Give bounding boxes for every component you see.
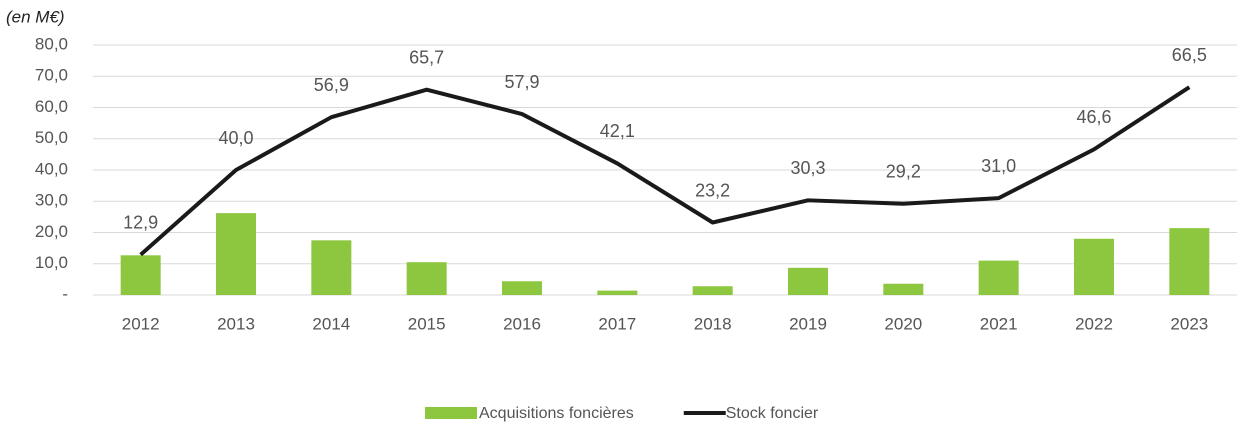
data-label: 30,3 <box>790 158 825 178</box>
legend-swatch <box>425 407 477 419</box>
x-tick-label: 2013 <box>217 314 255 333</box>
bar <box>120 255 161 295</box>
legend-label: Acquisitions foncières <box>479 405 634 422</box>
bar <box>502 281 542 295</box>
data-label: 12,9 <box>123 212 158 232</box>
x-tick-label: 2020 <box>884 314 922 333</box>
data-label: 42,1 <box>600 121 635 141</box>
bar <box>978 260 1019 295</box>
data-label: 56,9 <box>314 75 349 95</box>
y-tick-label: 40,0 <box>35 159 68 178</box>
x-tick-label: 2022 <box>1075 314 1113 333</box>
y-tick-label: 80,0 <box>35 34 68 53</box>
data-label: 40,0 <box>218 128 253 148</box>
data-label: 57,9 <box>504 72 539 92</box>
y-tick-label: 50,0 <box>35 128 68 147</box>
x-tick-label: 2018 <box>694 314 732 333</box>
unit-label: (en M€) <box>6 7 65 26</box>
data-label: 29,2 <box>886 162 921 182</box>
bar <box>597 290 638 295</box>
x-tick-label: 2015 <box>408 314 446 333</box>
line <box>139 85 1191 257</box>
bar <box>1169 228 1210 295</box>
bar <box>311 240 352 295</box>
y-tick-label: 60,0 <box>35 97 68 116</box>
y-tick-label: 70,0 <box>35 66 68 85</box>
y-tick-label: 10,0 <box>35 253 68 272</box>
data-label: 66,5 <box>1172 45 1207 65</box>
bar <box>406 262 447 295</box>
x-tick-label: 2023 <box>1170 314 1208 333</box>
data-label: 31,0 <box>981 156 1016 176</box>
bar <box>1074 238 1114 295</box>
bar <box>692 286 733 295</box>
x-tick-label: 2017 <box>598 314 636 333</box>
x-tick-label: 2014 <box>312 314 350 333</box>
y-tick-label: - <box>62 284 68 303</box>
x-tick-label: 2016 <box>503 314 541 333</box>
bar <box>216 213 256 295</box>
bar <box>788 267 828 295</box>
bar <box>883 283 924 295</box>
y-tick-label: 20,0 <box>35 222 68 241</box>
data-label: 23,2 <box>695 180 730 200</box>
x-tick-label: 2021 <box>980 314 1018 333</box>
x-tick-label: 2019 <box>789 314 827 333</box>
data-label: 65,7 <box>409 47 444 67</box>
legend-label: Stock foncier <box>726 405 819 422</box>
x-tick-label: 2012 <box>122 314 160 333</box>
data-label: 46,6 <box>1076 107 1111 127</box>
y-tick-label: 30,0 <box>35 191 68 210</box>
